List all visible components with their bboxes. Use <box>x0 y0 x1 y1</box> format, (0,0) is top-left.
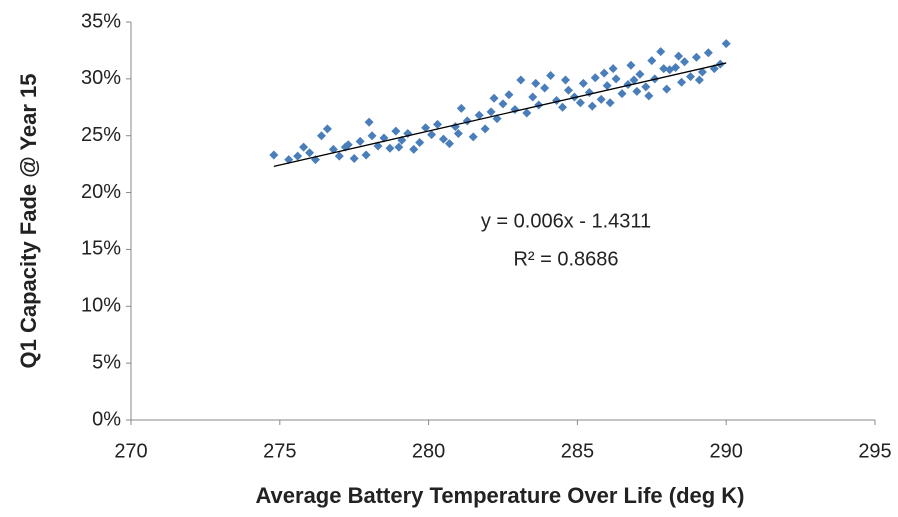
scatter-point <box>510 105 520 115</box>
scatter-point <box>504 90 514 100</box>
x-tick-label: 275 <box>263 440 296 462</box>
y-axis-title: Q1 Capacity Fade @ Year 15 <box>16 74 41 369</box>
scatter-point <box>644 91 654 101</box>
y-tick-label: 10% <box>81 295 121 317</box>
scatter-point <box>468 132 478 142</box>
scatter-point <box>617 89 627 99</box>
scatter-point <box>656 47 666 57</box>
scatter-point <box>438 134 448 144</box>
scatter-point <box>316 131 326 141</box>
scatter-point <box>394 142 404 152</box>
scatter-point <box>680 57 690 67</box>
scatter-point <box>534 100 544 110</box>
y-tick-label: 20% <box>81 181 121 203</box>
scatter-point <box>608 64 618 74</box>
x-tick-label: 270 <box>114 440 147 462</box>
scatter-point <box>578 78 588 88</box>
scatter-point <box>671 62 681 72</box>
scatter-point <box>596 94 606 104</box>
scatter-point <box>415 138 425 148</box>
scatter-point <box>662 84 672 94</box>
scatter-point <box>691 52 701 62</box>
scatter-point <box>433 119 443 129</box>
y-tick-label: 30% <box>81 67 121 89</box>
scatter-point <box>269 150 279 160</box>
scatter-point <box>694 75 704 85</box>
scatter-point <box>647 56 657 66</box>
y-tick-label: 25% <box>81 124 121 146</box>
scatter-point <box>427 130 437 140</box>
scatter-point <box>474 110 484 120</box>
scatter-point <box>590 73 600 83</box>
scatter-point <box>563 85 573 95</box>
scatter-point <box>540 83 550 93</box>
scatter-point <box>367 131 377 141</box>
scatter-point <box>659 64 669 74</box>
scatter-point <box>516 75 526 85</box>
scatter-point <box>480 124 490 134</box>
scatter-point <box>632 86 642 96</box>
scatter-point <box>721 39 731 49</box>
scatter-point <box>599 68 609 78</box>
scatter-point <box>703 48 713 58</box>
scatter-point <box>355 136 365 146</box>
y-tick-label: 0% <box>92 408 121 430</box>
scatter-point <box>677 77 687 87</box>
scatter-point <box>560 75 570 85</box>
x-tick-label: 280 <box>412 440 445 462</box>
scatter-point <box>697 67 707 77</box>
scatter-point <box>575 98 585 108</box>
scatter-point <box>611 74 621 84</box>
trendline <box>273 62 727 168</box>
scatter-point <box>385 143 395 153</box>
scatter-point <box>456 103 466 113</box>
scatter-point <box>623 80 633 90</box>
scatter-point <box>558 102 568 112</box>
scatter-point <box>293 151 303 161</box>
scatter-point <box>489 93 499 103</box>
scatter-point <box>629 75 639 85</box>
scatter-point <box>334 151 344 161</box>
scatter-point <box>498 99 508 109</box>
scatter-point <box>486 107 496 117</box>
scatter-point <box>641 82 651 92</box>
scatter-point <box>299 142 309 152</box>
scatter-point <box>364 117 374 127</box>
scatter-point <box>528 92 538 102</box>
scatter-point <box>349 153 359 163</box>
scatter-point <box>546 70 556 80</box>
scatter-point <box>361 150 371 160</box>
scatter-point <box>421 123 431 133</box>
scatter-point <box>685 72 695 82</box>
trend-equation: y = 0.006x - 1.4311 <box>481 210 651 232</box>
scatter-point <box>391 126 401 136</box>
y-tick-label: 35% <box>81 10 121 32</box>
scatter-point <box>453 128 463 138</box>
r-squared: R² = 0.8686 <box>513 248 618 270</box>
scatter-point <box>531 78 541 88</box>
y-tick-label: 5% <box>92 351 121 373</box>
x-tick-label: 295 <box>858 440 891 462</box>
y-tick-label: 15% <box>81 238 121 260</box>
x-axis-title: Average Battery Temperature Over Life (d… <box>255 483 744 508</box>
x-tick-label: 285 <box>561 440 594 462</box>
x-tick-label: 290 <box>710 440 743 462</box>
scatter-point <box>322 124 332 134</box>
scatter-point <box>605 98 615 108</box>
scatter-point <box>343 140 353 150</box>
scatter-point <box>409 144 419 154</box>
scatter-point <box>635 69 645 79</box>
scatter-point <box>626 60 636 70</box>
scatter-point <box>522 108 532 118</box>
scatter-point <box>584 88 594 98</box>
scatter-point <box>328 144 338 154</box>
scatter-point <box>305 148 315 158</box>
scatter-point <box>602 81 612 91</box>
scatter-point <box>587 101 597 111</box>
scatter-point <box>674 51 684 61</box>
scatter-point <box>444 139 454 149</box>
